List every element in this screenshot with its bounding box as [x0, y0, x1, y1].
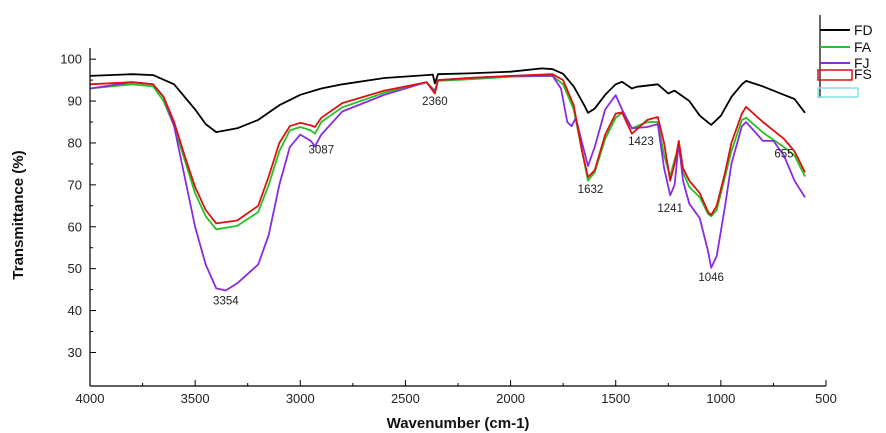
peak-label: 1423 — [628, 136, 654, 148]
x-tick-label: 2500 — [391, 391, 420, 406]
y-tick-label: 30 — [68, 345, 82, 360]
series-line-fj — [89, 75, 806, 292]
x-tick-label: 3000 — [286, 391, 315, 406]
y-axis-title: Transmittance (%) — [10, 150, 27, 279]
peak-label: 3087 — [309, 144, 335, 156]
x-tick-label: 4000 — [76, 391, 105, 406]
y-tick-label: 70 — [68, 177, 82, 192]
legend-label: FD — [854, 22, 873, 38]
legend-swatch — [817, 87, 859, 98]
y-tick-label: 40 — [68, 303, 82, 318]
x-tick-label: 500 — [815, 391, 837, 406]
legend-label: FJ — [854, 55, 870, 71]
legend-swatch — [817, 69, 853, 81]
legend-label: FA — [854, 39, 872, 55]
x-tick-label: 1000 — [706, 391, 735, 406]
peak-label: 1046 — [698, 272, 724, 284]
x-tick-labels: 4000 3500 3000 2500 2000 1500 1000 500 — [76, 391, 837, 406]
y-tick-labels: 30 40 50 60 70 80 90 100 — [60, 52, 82, 360]
y-tick-label: 60 — [68, 219, 82, 234]
peak-label: 2360 — [422, 96, 448, 108]
series-layer — [89, 67, 806, 292]
peak-annotations: 3354 3087 2360 1632 1423 1241 1046 655 — [213, 96, 793, 307]
y-tick-label: 100 — [60, 52, 82, 67]
peak-label: 1241 — [657, 203, 683, 215]
peak-label: 3354 — [213, 295, 239, 307]
series-line-fd — [89, 67, 806, 133]
series-line-fs — [89, 73, 806, 225]
peak-label: 655 — [774, 149, 793, 161]
x-tick-label: 2000 — [496, 391, 525, 406]
x-tick-label: 1500 — [601, 391, 630, 406]
x-tick-label: 3500 — [181, 391, 210, 406]
peak-label: 1632 — [578, 184, 604, 196]
x-axis-title: Wavenumber (cm-1) — [387, 415, 530, 432]
y-tick-label: 90 — [68, 94, 82, 109]
y-tick-label: 50 — [68, 261, 82, 276]
y-tick-label: 80 — [68, 135, 82, 150]
legend-label: FS — [854, 66, 872, 82]
